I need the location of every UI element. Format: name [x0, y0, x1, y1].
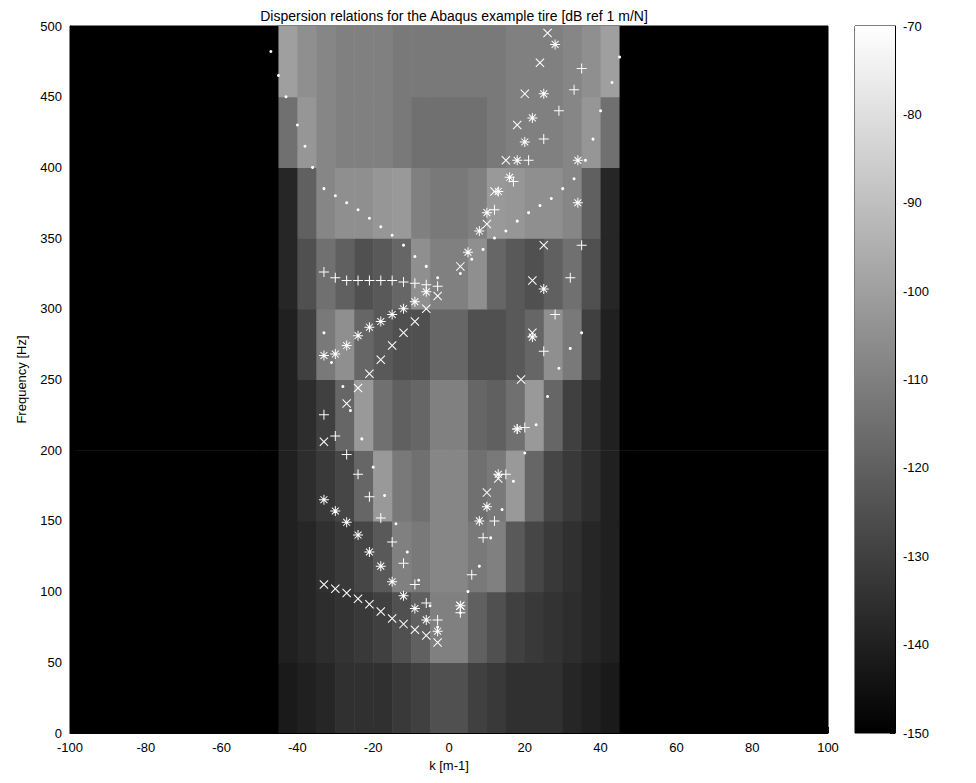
svg-text:-80: -80: [136, 740, 155, 755]
svg-text:-140: -140: [903, 637, 929, 652]
svg-text:300: 300: [40, 301, 62, 316]
svg-text:100: 100: [817, 740, 839, 755]
svg-text:80: 80: [745, 740, 759, 755]
svg-text:-40: -40: [288, 740, 307, 755]
svg-text:50: 50: [48, 655, 62, 670]
svg-text:Frequency [Hz]: Frequency [Hz]: [14, 335, 29, 423]
svg-text:-70: -70: [903, 19, 922, 34]
svg-text:-110: -110: [903, 372, 928, 387]
svg-text:0: 0: [445, 740, 452, 755]
svg-text:60: 60: [669, 740, 683, 755]
svg-text:-130: -130: [903, 549, 929, 564]
svg-text:-100: -100: [57, 740, 83, 755]
svg-text:-80: -80: [903, 107, 922, 122]
svg-text:-20: -20: [364, 740, 383, 755]
svg-text:Dispersion relations for the A: Dispersion relations for the Abaqus exam…: [260, 8, 648, 24]
svg-text:450: 450: [40, 89, 62, 104]
svg-text:250: 250: [40, 372, 62, 387]
svg-text:k [m-1]: k [m-1]: [429, 758, 469, 773]
svg-text:150: 150: [40, 513, 62, 528]
svg-text:200: 200: [40, 443, 62, 458]
svg-text:350: 350: [40, 231, 62, 246]
svg-text:500: 500: [40, 19, 62, 34]
svg-text:-100: -100: [903, 284, 929, 299]
svg-text:-60: -60: [212, 740, 231, 755]
svg-text:-120: -120: [903, 460, 929, 475]
svg-text:-90: -90: [903, 195, 922, 210]
svg-text:-150: -150: [903, 726, 929, 741]
svg-text:40: 40: [593, 740, 607, 755]
svg-text:400: 400: [40, 160, 62, 175]
svg-text:0: 0: [55, 726, 62, 741]
svg-text:20: 20: [518, 740, 532, 755]
svg-text:100: 100: [40, 584, 62, 599]
